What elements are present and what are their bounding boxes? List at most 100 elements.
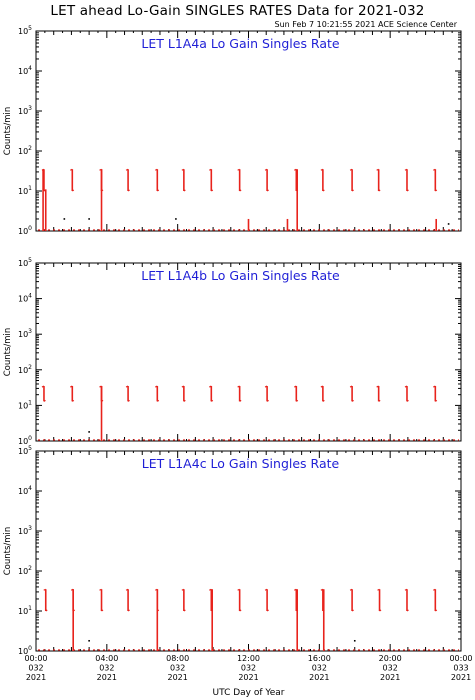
y-tick-label: 103: [18, 328, 32, 339]
burst-hook: [125, 588, 129, 591]
burst-tail: [156, 189, 160, 192]
burst-tail: [71, 189, 75, 192]
y-axis-label: Counts/min: [3, 107, 13, 156]
y-tick-label: 105: [18, 257, 32, 268]
burst-hook: [125, 385, 129, 388]
rate-burst: [433, 385, 438, 402]
rate-burst: [181, 588, 186, 612]
rate-burst: [376, 385, 381, 402]
panel-1: 100 101 102 103 104 105 Counts/min LET L1A4a Lo…: [3, 25, 462, 236]
rate-burst: [404, 588, 409, 612]
x-tick-label: 16:00: [308, 654, 331, 663]
plot-frame: [35, 30, 462, 232]
burst-hook: [155, 168, 158, 171]
rate-burst: [70, 385, 75, 402]
panel-title: LET L1A4b Lo Gain Singles Rate: [141, 268, 340, 283]
burst-tail: [71, 399, 75, 402]
burst-tail: [101, 609, 104, 612]
burst-tail: [351, 189, 354, 192]
burst-hook: [294, 168, 297, 171]
burst-hook: [376, 168, 379, 171]
rate-burst: [404, 168, 409, 192]
burst-tail: [239, 609, 242, 612]
burst-tail: [351, 609, 354, 612]
x-tick-label: 032: [28, 664, 43, 673]
rate-burst: [181, 385, 186, 402]
isolated-point: [447, 223, 450, 225]
burst-tail: [322, 399, 325, 402]
x-tick-label: 08:00: [166, 654, 189, 663]
rate-burst: [209, 168, 214, 192]
burst-hook: [349, 168, 353, 171]
burst-hook: [209, 385, 212, 388]
rate-burst: [349, 588, 354, 612]
burst-hook: [320, 385, 324, 388]
plot-frame: [35, 262, 462, 442]
burst-hook: [264, 385, 268, 388]
burst-hook: [41, 385, 45, 388]
timestamp: Sun Feb 7 10:21:55 2021 ACE Science Cent…: [274, 20, 457, 29]
y-tick-label: 100: [18, 435, 32, 446]
burst-tail: [378, 399, 381, 402]
burst-tail: [295, 399, 299, 402]
y-tick-label: 101: [18, 605, 32, 616]
burst-tail: [127, 189, 130, 192]
burst-hook: [70, 385, 73, 388]
y-axis-label: Counts/min: [3, 527, 13, 576]
rate-burst: [237, 168, 242, 192]
burst-tail: [406, 189, 409, 192]
rate-burst: [155, 385, 160, 402]
main-title: LET ahead Lo-Gain SINGLES RATES Data for…: [50, 3, 425, 19]
burst-tail: [406, 399, 409, 402]
burst-hook: [320, 588, 324, 591]
burst-tail: [45, 609, 48, 612]
burst-tail: [322, 189, 325, 192]
y-tick-label: 101: [18, 399, 32, 410]
burst-hook: [99, 588, 102, 591]
burst-hook: [433, 168, 436, 171]
burst-hook: [377, 588, 380, 591]
x-tick-label: 04:00: [95, 654, 118, 663]
rate-burst: [376, 168, 381, 192]
panel-title: LET L1A4c Lo Gain Singles Rate: [142, 456, 340, 471]
y-tick-label: 100: [18, 645, 32, 656]
burst-hook: [376, 385, 379, 388]
burst-hook: [294, 385, 297, 388]
rate-burst: [433, 588, 438, 612]
burst-hook: [404, 168, 408, 171]
burst-hook: [433, 588, 436, 591]
rate-burst: [349, 385, 354, 402]
burst-tail: [434, 609, 438, 612]
rate-burst: [237, 588, 242, 612]
x-tick-label: 033: [453, 664, 468, 673]
burst-hook: [433, 385, 436, 388]
x-tick-label: 032: [383, 664, 398, 673]
rate-burst: [125, 168, 130, 192]
burst-tail: [127, 609, 130, 612]
isolated-point: [88, 431, 90, 433]
burst-hook: [349, 588, 353, 591]
burst-hook: [181, 588, 185, 591]
rate-burst: [294, 385, 299, 402]
x-tick-label: 12:00: [237, 654, 260, 663]
y-tick-label: 102: [18, 364, 32, 375]
burst-hook: [70, 168, 73, 171]
x-tick-label: 2021: [97, 673, 117, 682]
y-axis-label: Counts/min: [3, 328, 13, 377]
y-tick-label: 101: [18, 185, 32, 196]
x-tick-label: 2021: [380, 673, 400, 682]
burst-hook: [209, 168, 212, 171]
burst-hook: [125, 168, 129, 171]
rate-burst: [320, 168, 325, 192]
burst-hook: [181, 385, 185, 388]
rate-burst: [209, 385, 214, 402]
burst-tail: [379, 609, 382, 612]
burst-tail: [266, 399, 269, 402]
burst-hook: [181, 168, 185, 171]
isolated-point: [88, 639, 90, 642]
x-tick-label: 2021: [238, 673, 258, 682]
y-tick-label: 104: [18, 293, 32, 304]
burst-hook: [237, 385, 240, 388]
x-tick-label: 032: [312, 664, 327, 673]
y-tick-label: 105: [18, 25, 32, 36]
